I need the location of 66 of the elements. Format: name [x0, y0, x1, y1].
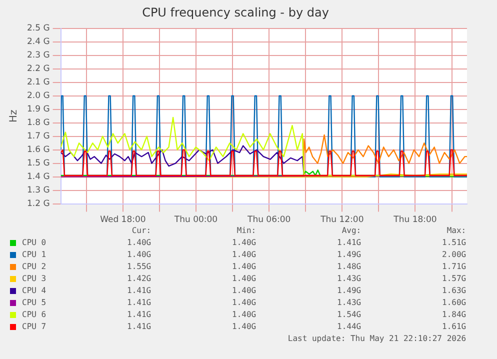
text: 1.41G	[336, 237, 362, 249]
y-tick-label: 1.7 G	[26, 132, 50, 142]
legend-label: CPU 7	[21, 321, 46, 333]
y-tick-label: 1.5 G	[26, 158, 50, 169]
text: 1.57G	[441, 273, 466, 285]
text: 1.48G	[336, 261, 362, 273]
text: 1.40G	[231, 249, 256, 261]
y-tick-label: 1.9 G	[26, 104, 50, 115]
x-tick-label: Thu 18:00	[392, 215, 437, 226]
legend-label: CPU 4	[21, 285, 46, 297]
x-tick-label: Thu 12:00	[320, 215, 364, 226]
text: 1.41G	[126, 285, 152, 297]
text: 1.42G	[126, 273, 152, 285]
text: 1.40G	[126, 249, 152, 261]
text: Cur:	[130, 225, 152, 237]
x-tick-label: Wed 18:00	[100, 215, 146, 226]
text: 1.60G	[441, 297, 466, 309]
text: 1.40G	[231, 237, 256, 249]
legend-label: CPU 2	[21, 261, 46, 273]
text: Avg:	[340, 225, 362, 237]
text: 1.40G	[126, 237, 152, 249]
legend-label: CPU 5	[21, 297, 46, 309]
text: 2.00G	[441, 249, 466, 261]
y-tick-label: 2.1 G	[26, 78, 50, 88]
y-tick-label: 2.3 G	[26, 50, 50, 61]
text: 1.44G	[336, 321, 362, 333]
y-tick-label: 1.4 G	[26, 172, 50, 182]
text: 1.40G	[231, 285, 256, 297]
text: 1.63G	[441, 285, 466, 297]
text: 1.84G	[441, 309, 466, 321]
text: Last update: Thu May 21 22:10:27 2026	[286, 333, 466, 345]
legend-label: CPU 0	[21, 237, 46, 249]
y-axis-title: Hz	[8, 110, 20, 122]
text: Min:	[236, 225, 256, 237]
x-tick-label: Thu 06:00	[246, 215, 291, 226]
text: 1.51G	[441, 237, 466, 249]
text: Max:	[446, 225, 466, 237]
text: 1.41G	[126, 297, 152, 309]
legend-label: CPU 1	[21, 249, 46, 261]
y-tick-label: 1.8 G	[26, 118, 50, 128]
text: 1.41G	[126, 321, 152, 333]
text: 1.40G	[231, 321, 256, 333]
y-tick-label: 1.3 G	[26, 186, 50, 196]
text: 1.43G	[336, 297, 362, 309]
text: 1.55G	[126, 261, 152, 273]
text: 1.41G	[126, 309, 152, 321]
legend-label: CPU 6	[21, 309, 46, 321]
text: 1.40G	[231, 297, 256, 309]
text: 1.49G	[336, 249, 362, 261]
y-tick-label: 2.4 G	[26, 37, 50, 48]
y-tick-label: 2.0 G	[26, 91, 50, 102]
text: 1.54G	[336, 309, 362, 321]
text: 1.61G	[441, 321, 466, 333]
y-tick-label: 2.2 G	[26, 64, 50, 74]
text: 1.40G	[231, 273, 256, 285]
x-tick-label: Thu 00:00	[173, 215, 218, 226]
y-tick-label: 1.6 G	[26, 145, 50, 156]
chart-title: CPU frequency scaling - by day	[142, 5, 329, 20]
legend-label: CPU 3	[21, 273, 46, 285]
y-tick-label: 2.5 G	[26, 24, 50, 34]
text: 1.49G	[336, 285, 362, 297]
text: 1.71G	[441, 261, 466, 273]
text: 1.43G	[336, 273, 362, 285]
text: 1.40G	[231, 309, 256, 321]
y-tick-label: 1.2 G	[26, 199, 50, 210]
text: 1.40G	[231, 261, 256, 273]
